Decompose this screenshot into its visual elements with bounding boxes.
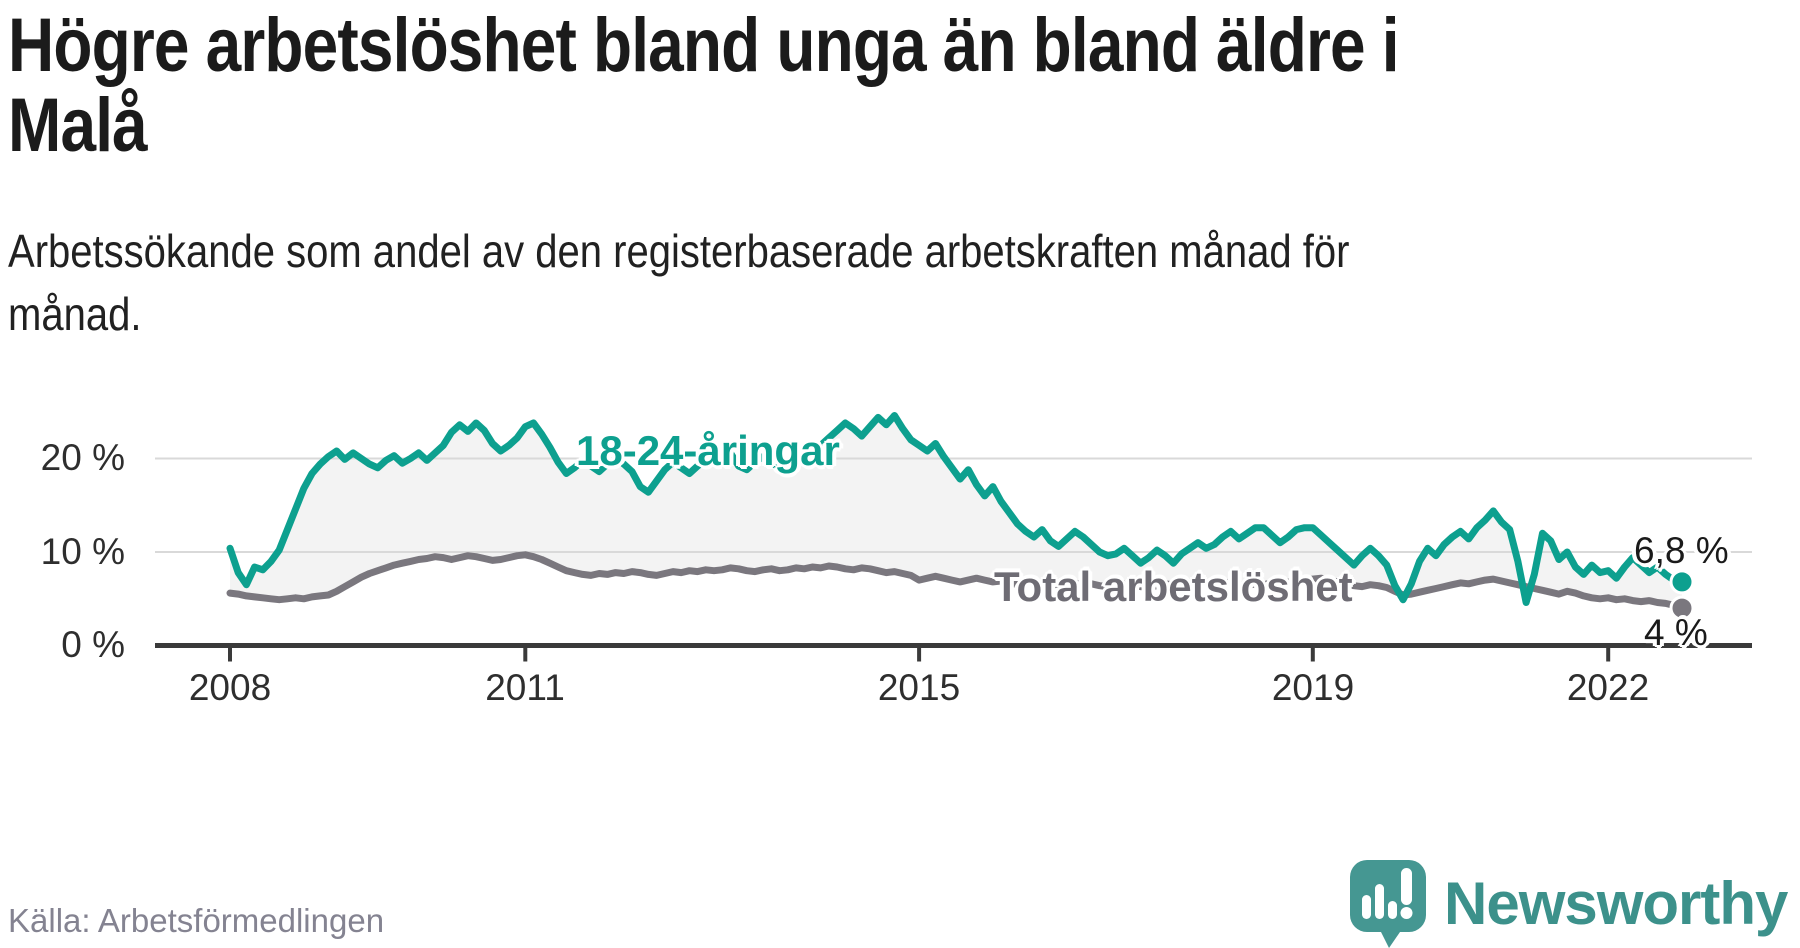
chart-subtitle: Arbetssökande som andel av den registerb…: [8, 220, 1349, 345]
chart-canvas: [155, 412, 1752, 662]
series-label-youth: 18-24-åringar: [576, 427, 840, 474]
title-line-2: Malå: [8, 82, 148, 168]
end-dot-total: [1669, 595, 1695, 621]
newsworthy-logo-icon: [1350, 860, 1426, 948]
bar-chart-icon: [1375, 884, 1384, 919]
exclamation-icon: [1400, 907, 1413, 919]
series-label-total: Total arbetslöshet: [994, 563, 1353, 610]
x-axis-label-2015: 2015: [877, 667, 961, 708]
x-axis-label-2008: 2008: [188, 667, 272, 708]
series-line-total: [226, 551, 1686, 612]
x-axis-label-2022: 2022: [1566, 667, 1650, 708]
page-title: Högre arbetslöshet bland unga än bland ä…: [8, 6, 1399, 166]
subtitle-line-2: månad.: [8, 287, 142, 340]
title-line-1: Högre arbetslöshet bland unga än bland ä…: [8, 3, 1399, 88]
line-chart: 20 % 10 % 0 % 2008 2011 2015 2019 2022 1…: [0, 340, 1800, 740]
source-note: Källa: Arbetsförmedlingen: [8, 902, 385, 939]
series-line-youth: [226, 412, 1686, 606]
end-dot-youth: [1669, 569, 1695, 595]
bar-chart-icon: [1388, 901, 1397, 919]
end-value-label-youth: 6,8 %: [1634, 530, 1729, 571]
y-axis-label-0: 0 %: [61, 624, 125, 665]
x-axis-label-2019: 2019: [1271, 667, 1355, 708]
y-axis-label-20: 20 %: [40, 437, 125, 478]
area-between-series: [230, 415, 1682, 609]
bar-chart-icon: [1362, 895, 1371, 919]
end-value-label-total: 4 %: [1644, 612, 1708, 653]
x-axis-label-2011: 2011: [485, 667, 565, 708]
y-axis-label-10: 10 %: [40, 531, 125, 572]
newsworthy-logo-text: Newsworthy: [1444, 870, 1788, 937]
exclamation-icon: [1401, 868, 1412, 905]
subtitle-line-1: Arbetssökande som andel av den registerb…: [8, 225, 1350, 277]
speech-bubble-shape: [1350, 860, 1426, 948]
newsworthy-logo: Newsworthy: [1348, 858, 1800, 948]
